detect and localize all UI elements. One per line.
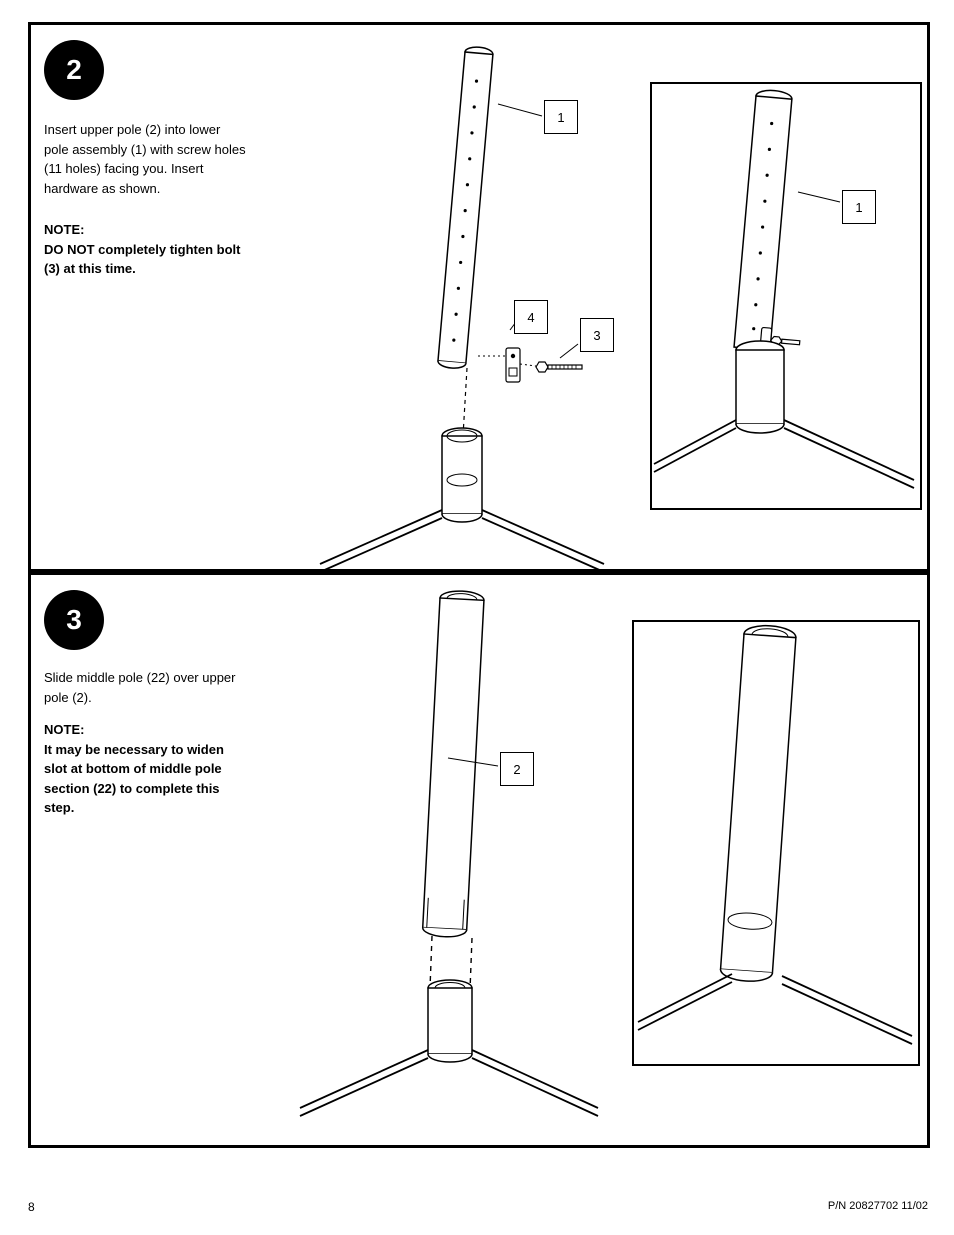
label-plate: 4	[514, 300, 548, 334]
step-3-inset-drawing	[632, 620, 920, 1066]
step-number-2: 2	[44, 40, 104, 100]
middle-pole	[422, 590, 484, 938]
page-number: 8	[28, 1200, 35, 1214]
step-2-text: Insert upper pole (2) into lower pole as…	[44, 120, 374, 198]
page: 2 Insert upper pole (2) into lower pole …	[0, 0, 954, 1235]
part-number: P/N 20827702 11/02	[828, 1200, 928, 1212]
label-bolt: 3	[580, 318, 614, 352]
label-middle-pole: 2	[500, 752, 534, 786]
upper-pole	[437, 46, 493, 369]
step-2-inset-drawing	[650, 82, 922, 510]
label-upper-pole: 1	[544, 100, 578, 134]
lower-socket	[442, 428, 482, 522]
step-2-num: 2	[66, 54, 82, 86]
step-2-note: NOTE: DO NOT completely tighten bolt (3)…	[44, 220, 374, 279]
step-number-3: 3	[44, 590, 104, 650]
plate	[506, 348, 520, 382]
step-3-note: NOTE: It may be necessary to widen slot …	[44, 720, 344, 818]
step-3-drawing	[340, 588, 660, 1144]
bolt	[536, 362, 582, 372]
label-upper-pole-inset: 1	[842, 190, 876, 224]
step-3-text: Slide middle pole (22) over upper pole (…	[44, 668, 344, 707]
step-3-num: 3	[66, 604, 82, 636]
